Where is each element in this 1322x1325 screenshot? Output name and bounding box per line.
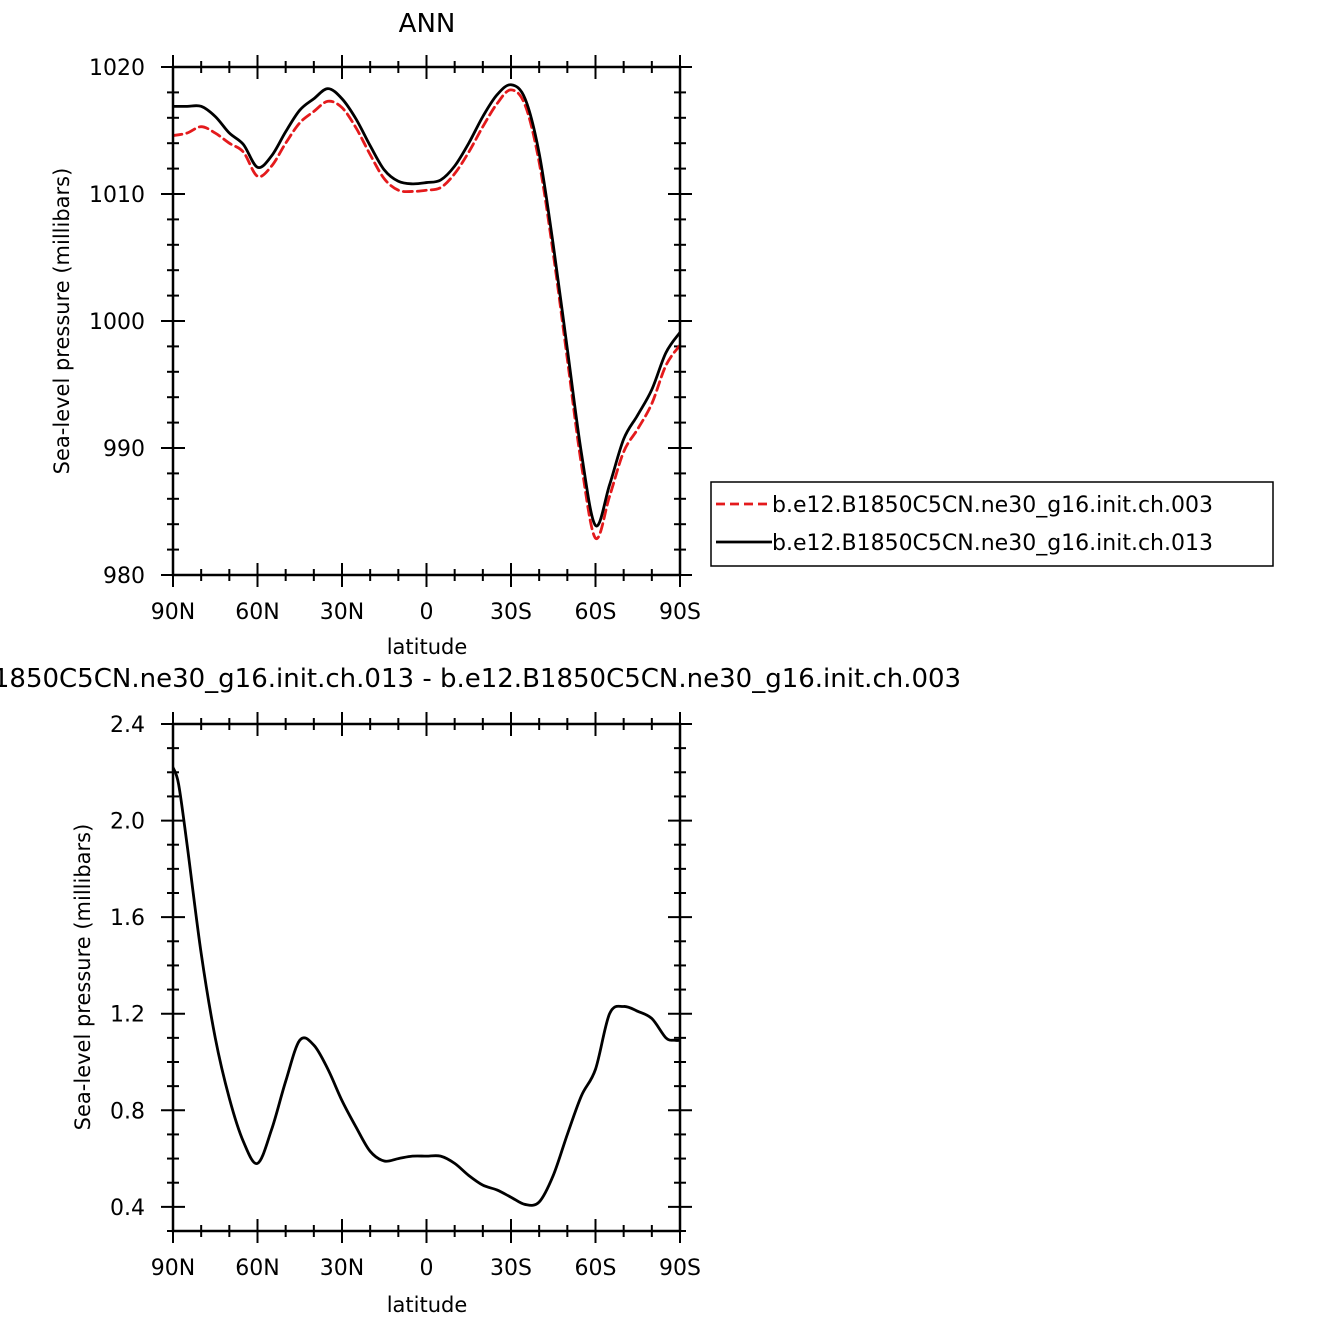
bottom-x-tick-label: 60S xyxy=(575,1256,617,1281)
top-x-tick-label: 90N xyxy=(151,600,195,625)
top-series-line-0 xyxy=(173,88,680,540)
bottom-x-tick-label: 30N xyxy=(320,1256,364,1281)
bottom-tick-labels: 90N 60N 30N 0 30S 60S 90S 0.4 0.8 1.2 1.6 2.0 2.4 xyxy=(110,713,701,1281)
top-y-tick-label: 990 xyxy=(103,437,145,462)
bottom-series-group xyxy=(173,766,680,1207)
bottom-x-tick-label: 30S xyxy=(490,1256,532,1281)
bottom-y-tick-label: 2.0 xyxy=(110,810,145,835)
top-x-tick-label: 30S xyxy=(490,600,532,625)
bottom-chart-title: b.e12.B1850C5CN.ne30_g16.init.ch.013 - b… xyxy=(0,664,961,694)
top-x-tick-label: 0 xyxy=(420,600,434,625)
top-x-tick-label: 30N xyxy=(320,600,364,625)
bottom-y-tick-label: 2.4 xyxy=(110,713,145,738)
top-chart-title: ANN xyxy=(399,9,456,39)
top-axis-ticks xyxy=(161,55,692,587)
bottom-x-tick-label: 60N xyxy=(235,1256,279,1281)
top-y-tick-label: 1020 xyxy=(89,56,145,81)
bottom-panel: b.e12.B1850C5CN.ne30_g16.init.ch.013 - b… xyxy=(0,664,961,1317)
top-y-tick-label: 1010 xyxy=(89,183,145,208)
bottom-x-tick-label: 90N xyxy=(151,1256,195,1281)
bottom-y-tick-label: 1.6 xyxy=(110,906,145,931)
top-x-tick-label: 60S xyxy=(575,600,617,625)
bottom-x-tick-label: 0 xyxy=(420,1256,434,1281)
bottom-y-tick-label: 1.2 xyxy=(110,1003,145,1028)
bottom-y-tick-label: 0.8 xyxy=(110,1099,145,1124)
top-tick-labels: 90N 60N 30N 0 30S 60S 90S 980 990 1000 1010 1020 xyxy=(89,56,701,625)
legend: b.e12.B1850C5CN.ne30_g16.init.ch.003 b.e… xyxy=(710,481,1274,567)
top-plot-frame xyxy=(171,65,682,577)
bottom-plot-frame xyxy=(171,722,682,1233)
top-panel: ANN 90N 60N 30N 0 30S 60S 90S 980 990 1000 1010 102… xyxy=(50,9,701,659)
top-x-axis-label: latitude xyxy=(387,635,468,659)
top-series-group xyxy=(173,83,680,540)
top-x-tick-label: 60N xyxy=(235,600,279,625)
bottom-series-line-0 xyxy=(173,766,680,1207)
bottom-axis-ticks xyxy=(161,712,692,1243)
legend-label-series-013: b.e12.B1850C5CN.ne30_g16.init.ch.013 xyxy=(772,531,1213,556)
bottom-y-tick-label: 0.4 xyxy=(110,1196,145,1221)
top-x-tick-label: 90S xyxy=(659,600,701,625)
bottom-y-axis-label: Sea-level pressure (millibars) xyxy=(71,824,95,1131)
bottom-x-axis-label: latitude xyxy=(387,1293,468,1317)
top-y-axis-label: Sea-level pressure (millibars) xyxy=(50,168,74,475)
bottom-x-tick-label: 90S xyxy=(659,1256,701,1281)
legend-box xyxy=(710,481,1274,567)
legend-label-series-003: b.e12.B1850C5CN.ne30_g16.init.ch.003 xyxy=(772,493,1213,518)
top-y-tick-label: 980 xyxy=(103,564,145,589)
top-series-line-1 xyxy=(173,83,680,528)
top-y-tick-label: 1000 xyxy=(89,310,145,335)
